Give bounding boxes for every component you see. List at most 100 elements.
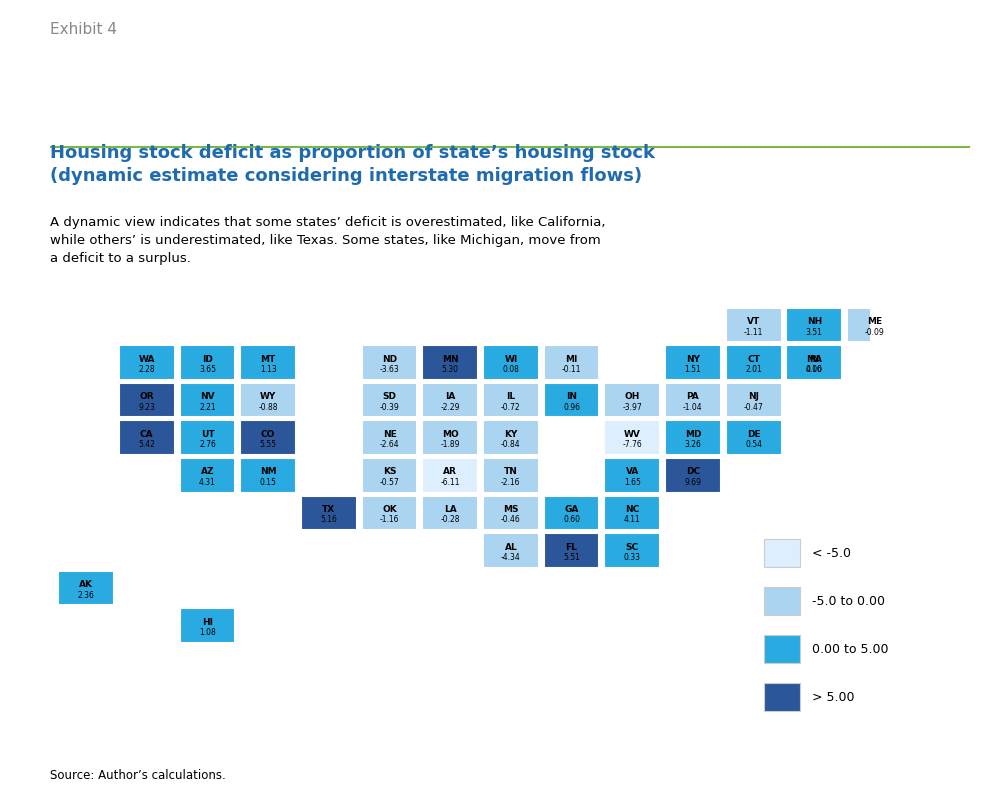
Text: 3.51: 3.51 (806, 328, 823, 336)
FancyBboxPatch shape (604, 420, 660, 455)
Text: Exhibit 4: Exhibit 4 (50, 22, 117, 38)
FancyBboxPatch shape (604, 458, 660, 492)
Text: -0.84: -0.84 (501, 440, 521, 449)
FancyBboxPatch shape (422, 345, 478, 380)
Text: KS: KS (383, 467, 396, 476)
Text: 0.15: 0.15 (260, 478, 277, 487)
Text: > 5.00: > 5.00 (812, 690, 854, 704)
Text: MO: MO (442, 430, 459, 439)
Text: VA: VA (626, 467, 639, 476)
Text: MN: MN (442, 355, 459, 364)
FancyBboxPatch shape (726, 308, 782, 342)
FancyBboxPatch shape (544, 345, 599, 380)
Text: -5.0 to 0.00: -5.0 to 0.00 (812, 594, 885, 608)
Text: 3.65: 3.65 (199, 365, 216, 374)
Text: IN: IN (566, 392, 577, 401)
Text: -3.97: -3.97 (622, 403, 642, 411)
Text: NE: NE (383, 430, 396, 439)
Text: WI: WI (504, 355, 517, 364)
FancyBboxPatch shape (422, 383, 478, 417)
Text: 4.10: 4.10 (806, 365, 823, 374)
FancyBboxPatch shape (362, 420, 417, 455)
Text: UT: UT (201, 430, 214, 439)
Text: -0.39: -0.39 (380, 403, 399, 411)
Text: 0.60: 0.60 (563, 515, 580, 524)
Text: TN: TN (504, 467, 518, 476)
Text: CO: CO (261, 430, 275, 439)
FancyBboxPatch shape (726, 345, 782, 380)
FancyBboxPatch shape (665, 420, 721, 455)
Text: -1.16: -1.16 (380, 515, 399, 524)
Text: CT: CT (747, 355, 760, 364)
FancyBboxPatch shape (180, 458, 235, 492)
Text: 5.30: 5.30 (442, 365, 459, 374)
FancyBboxPatch shape (604, 533, 660, 567)
Text: AL: AL (504, 543, 517, 551)
Text: SD: SD (383, 392, 397, 401)
Text: 0.54: 0.54 (745, 440, 762, 449)
Text: MD: MD (685, 430, 701, 439)
Text: -4.34: -4.34 (501, 553, 521, 562)
Text: AK: AK (79, 580, 93, 589)
Text: 1.08: 1.08 (199, 628, 216, 637)
FancyBboxPatch shape (422, 495, 478, 530)
Text: 1.51: 1.51 (685, 365, 701, 374)
Text: GA: GA (564, 505, 579, 514)
Text: -6.11: -6.11 (440, 478, 460, 487)
Text: 1.13: 1.13 (260, 365, 277, 374)
Text: -3.63: -3.63 (380, 365, 399, 374)
FancyBboxPatch shape (483, 345, 539, 380)
Text: 2.76: 2.76 (199, 440, 216, 449)
FancyBboxPatch shape (301, 495, 357, 530)
Text: 4.11: 4.11 (624, 515, 641, 524)
FancyBboxPatch shape (544, 383, 599, 417)
Text: 0.00 to 5.00: 0.00 to 5.00 (812, 642, 889, 656)
Text: 2.28: 2.28 (138, 365, 155, 374)
Text: LA: LA (444, 505, 457, 514)
Text: 2.21: 2.21 (199, 403, 216, 411)
FancyBboxPatch shape (483, 533, 539, 567)
FancyBboxPatch shape (240, 383, 296, 417)
Text: PA: PA (687, 392, 699, 401)
FancyBboxPatch shape (665, 383, 721, 417)
Text: Housing stock deficit as proportion of state’s housing stock
(dynamic estimate c: Housing stock deficit as proportion of s… (50, 144, 655, 185)
Text: SC: SC (626, 543, 639, 551)
FancyBboxPatch shape (180, 383, 235, 417)
Text: FL: FL (566, 543, 577, 551)
Text: -1.11: -1.11 (744, 328, 763, 336)
Text: NJ: NJ (748, 392, 759, 401)
Text: OR: OR (139, 392, 154, 401)
Text: 5.42: 5.42 (138, 440, 155, 449)
Text: OK: OK (382, 505, 397, 514)
Text: 5.55: 5.55 (260, 440, 277, 449)
Text: -2.29: -2.29 (440, 403, 460, 411)
Text: -0.57: -0.57 (380, 478, 399, 487)
Text: 5.51: 5.51 (563, 553, 580, 562)
Text: -0.11: -0.11 (562, 365, 581, 374)
FancyBboxPatch shape (119, 420, 175, 455)
Text: 2.36: 2.36 (78, 590, 95, 599)
FancyBboxPatch shape (422, 458, 478, 492)
Text: DE: DE (747, 430, 760, 439)
FancyBboxPatch shape (665, 345, 721, 380)
Text: 2.01: 2.01 (745, 365, 762, 374)
Text: -0.47: -0.47 (744, 403, 763, 411)
Text: IL: IL (506, 392, 515, 401)
FancyBboxPatch shape (764, 539, 800, 567)
Text: -0.28: -0.28 (440, 515, 460, 524)
FancyBboxPatch shape (726, 420, 782, 455)
Text: NM: NM (260, 467, 276, 476)
Text: NY: NY (686, 355, 700, 364)
Text: WY: WY (260, 392, 276, 401)
Text: NV: NV (200, 392, 215, 401)
Text: ID: ID (202, 355, 213, 364)
FancyBboxPatch shape (786, 345, 842, 380)
Text: A dynamic view indicates that some states’ deficit is overestimated, like Califo: A dynamic view indicates that some state… (50, 216, 606, 264)
FancyBboxPatch shape (544, 495, 599, 530)
Text: ND: ND (382, 355, 397, 364)
Text: -1.89: -1.89 (440, 440, 460, 449)
Text: KY: KY (504, 430, 518, 439)
FancyBboxPatch shape (726, 383, 782, 417)
FancyBboxPatch shape (764, 683, 800, 711)
FancyBboxPatch shape (604, 383, 660, 417)
